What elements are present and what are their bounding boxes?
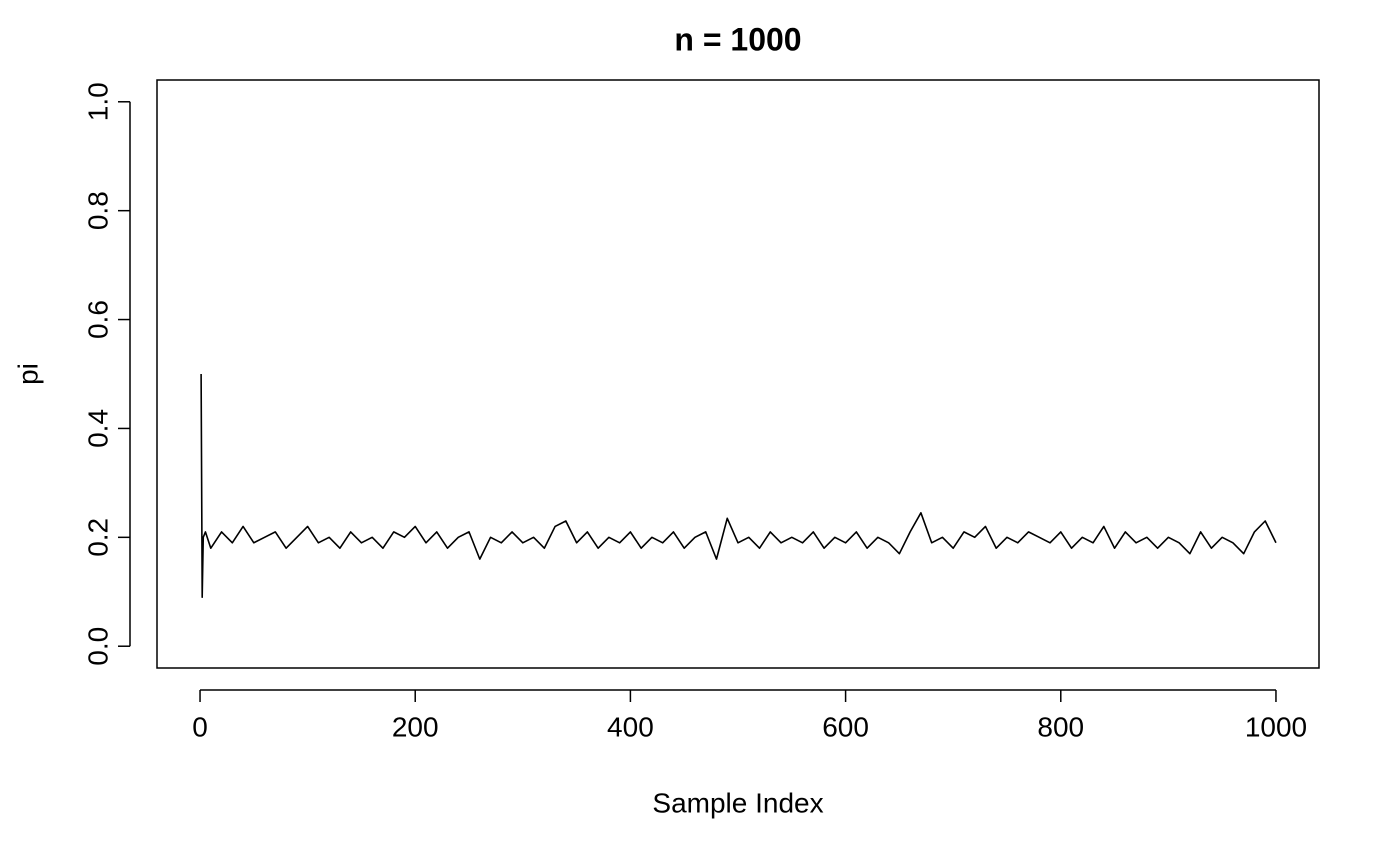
y-tick-label: 0.4 [82, 409, 113, 448]
x-tick-label: 200 [392, 711, 439, 742]
x-tick-label: 0 [192, 711, 208, 742]
plot-box [156, 79, 1320, 669]
x-axis-label: Sample Index [652, 787, 823, 818]
y-axis-label: pi [12, 363, 43, 385]
y-tick-label: 0.8 [82, 191, 113, 230]
data-line [200, 373, 1277, 599]
y-tick-label: 0.2 [82, 518, 113, 557]
y-tick-label: 1.0 [82, 82, 113, 121]
y-tick-label: 0.6 [82, 300, 113, 339]
x-tick-label: 400 [607, 711, 654, 742]
x-tick-label: 1000 [1245, 711, 1307, 742]
x-tick-label: 600 [822, 711, 869, 742]
x-tick-label: 800 [1037, 711, 1084, 742]
chart-title: n = 1000 [674, 21, 801, 57]
y-tick-label: 0.0 [82, 627, 113, 666]
